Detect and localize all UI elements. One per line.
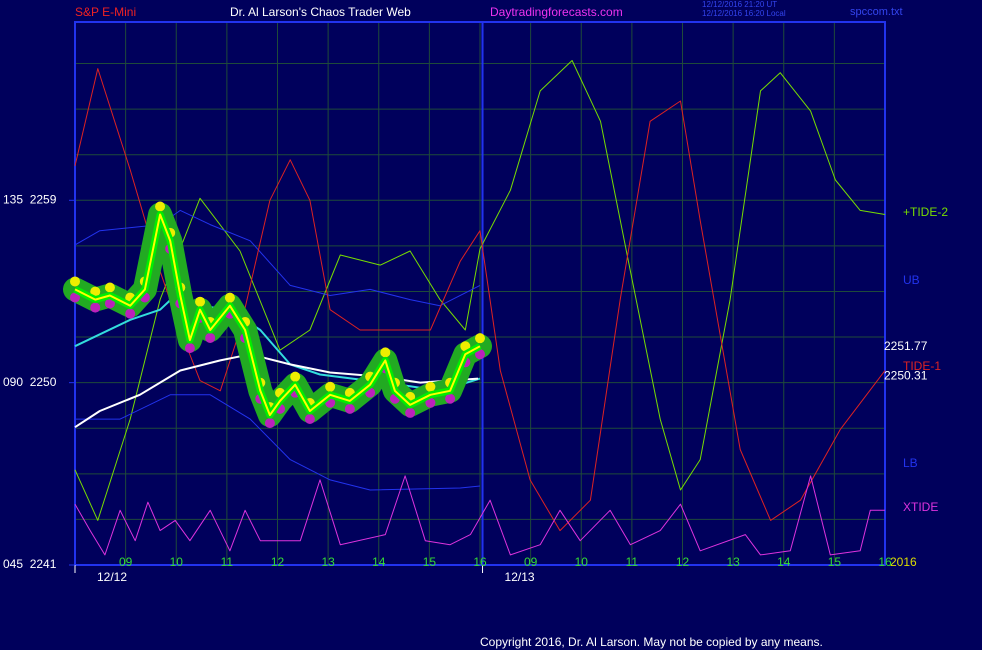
site: Daytradingforecasts.com — [490, 5, 623, 19]
series-label: UB — [903, 273, 920, 287]
series-label: +TIDE-2 — [903, 205, 948, 219]
price-dot-low — [184, 343, 195, 354]
series-label: TIDE-1 — [903, 359, 941, 373]
file-name: spccom.txt — [850, 6, 903, 18]
x-tick-label: 16 — [878, 555, 892, 569]
x-tick-label: 14 — [372, 555, 386, 569]
x-tick-label: 15 — [828, 555, 842, 569]
series-line — [74, 213, 481, 417]
price-dot-high — [475, 333, 485, 344]
y-tick-label: 045 2241 — [3, 557, 57, 571]
timestamp: 12/12/2016 21:20 UT — [702, 0, 777, 9]
series-line — [74, 68, 886, 532]
instrument: S&P E-Mini — [75, 5, 136, 19]
price-dot-high — [425, 381, 436, 392]
price-dot-high — [155, 201, 166, 212]
x-tick-label: 10 — [575, 555, 589, 569]
y-tick-label: 090 2250 — [3, 375, 57, 389]
series-line — [74, 60, 886, 521]
price-dot-low — [304, 414, 315, 425]
price-dot-low — [264, 418, 275, 429]
x-tick-label: 15 — [423, 555, 437, 569]
x-tick-label: 16 — [473, 555, 487, 569]
date-label: 12/13 — [505, 570, 535, 584]
timestamp: 12/12/2016 16:20 Local — [702, 9, 786, 18]
price-dot-low — [344, 403, 355, 414]
price-dot-high — [70, 276, 80, 287]
y-tick-label: 135 2259 — [3, 192, 57, 206]
x-tick-label: 12 — [676, 555, 690, 569]
x-tick-label: 13 — [321, 555, 335, 569]
last-value: 2251.77 — [884, 339, 928, 353]
x-tick-label: 09 — [524, 555, 538, 569]
series-line — [75, 394, 481, 491]
x-tick-label: 14 — [777, 555, 791, 569]
chart-title: Dr. Al Larson's Chaos Trader Web — [230, 5, 411, 19]
x-tick-label: 09 — [119, 555, 133, 569]
price-dot-low — [125, 308, 136, 319]
price-dot-low — [104, 298, 115, 309]
price-dot-high — [195, 296, 206, 307]
price-dot-low — [445, 393, 456, 404]
price-dot-high — [290, 371, 301, 382]
last-value: 2250.31 — [884, 369, 928, 383]
series-label: LB — [903, 456, 918, 470]
price-dot-high — [380, 347, 391, 358]
price-dot-high — [104, 282, 115, 293]
price-dot-low — [405, 407, 416, 418]
price-dot-high — [325, 381, 336, 392]
year-label: 2016 — [890, 555, 917, 569]
x-tick-label: 11 — [626, 555, 639, 569]
date-label: 12/12 — [97, 570, 127, 584]
price-dot-high — [460, 341, 471, 352]
x-tick-label: 13 — [726, 555, 740, 569]
price-dot-low — [90, 302, 101, 313]
price-dot-high — [224, 292, 235, 303]
copyright: Copyright 2016, Dr. Al Larson. May not b… — [480, 635, 823, 649]
price-dot-low — [425, 397, 436, 408]
series-line — [74, 475, 885, 556]
series-label: XTIDE — [903, 500, 938, 514]
x-tick-label: 10 — [170, 555, 184, 569]
x-tick-label: 11 — [221, 555, 234, 569]
price-dot-low — [475, 349, 485, 360]
price-dot-high — [90, 286, 101, 297]
x-tick-label: 12 — [271, 555, 285, 569]
price-dot-low — [70, 292, 80, 303]
price-dot-low — [205, 332, 216, 343]
